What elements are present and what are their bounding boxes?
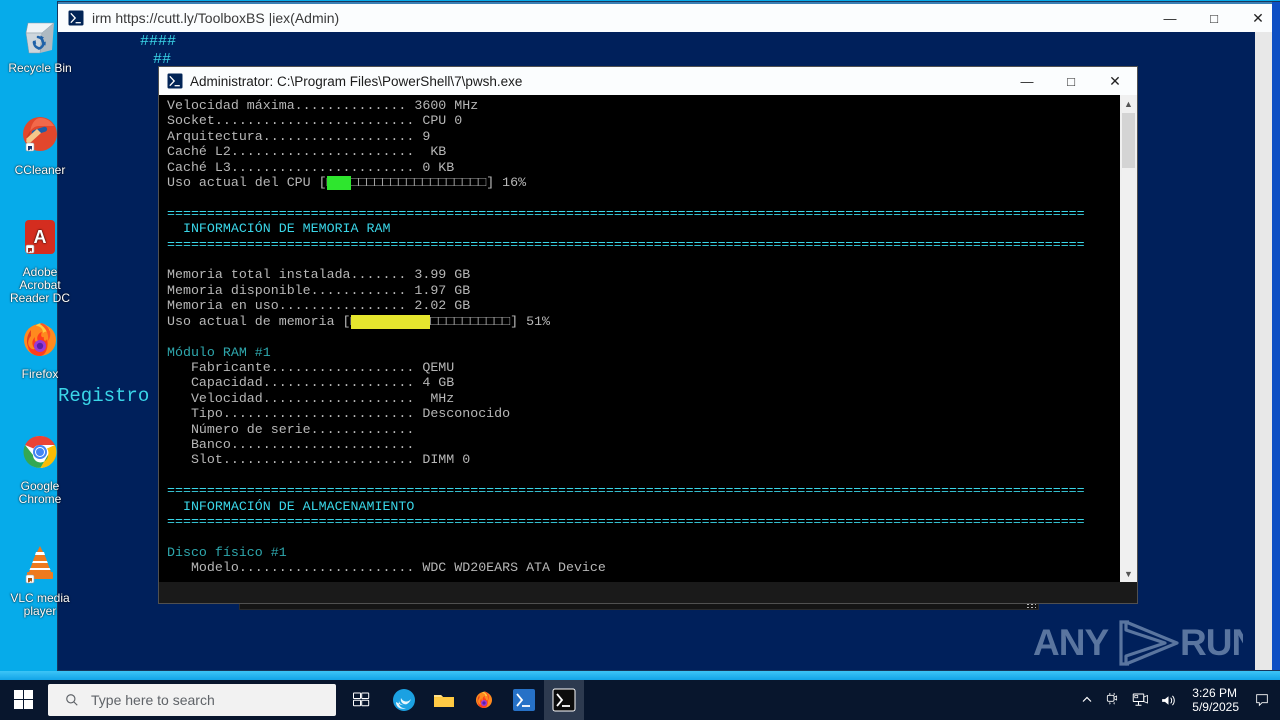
svg-text:RUN: RUN bbox=[1180, 622, 1243, 663]
svg-text:A: A bbox=[34, 227, 47, 247]
svg-text:ANY: ANY bbox=[1033, 622, 1109, 663]
